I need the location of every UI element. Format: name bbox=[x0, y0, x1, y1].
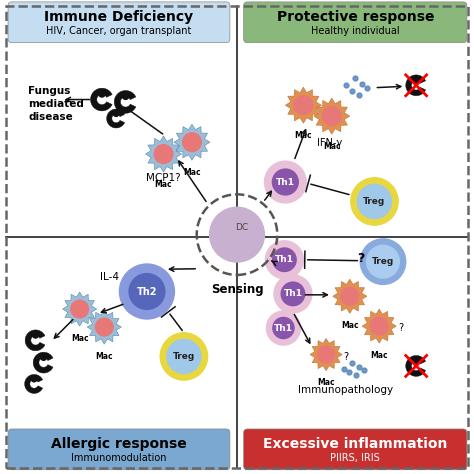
Circle shape bbox=[122, 93, 129, 100]
Polygon shape bbox=[314, 98, 350, 134]
Polygon shape bbox=[25, 330, 45, 351]
Text: Th1: Th1 bbox=[275, 255, 294, 264]
Text: Immunomodulation: Immunomodulation bbox=[71, 453, 167, 463]
Circle shape bbox=[265, 241, 303, 279]
Circle shape bbox=[113, 111, 119, 117]
Polygon shape bbox=[285, 87, 321, 123]
Polygon shape bbox=[33, 352, 53, 373]
Circle shape bbox=[264, 161, 306, 203]
Text: Mac: Mac bbox=[341, 321, 359, 330]
Polygon shape bbox=[362, 309, 396, 343]
Polygon shape bbox=[406, 356, 426, 376]
Text: Allergic response: Allergic response bbox=[51, 438, 187, 451]
Text: MCP1?: MCP1? bbox=[146, 173, 181, 183]
Polygon shape bbox=[25, 374, 43, 393]
Text: Mac: Mac bbox=[323, 142, 341, 151]
Polygon shape bbox=[406, 75, 426, 96]
Polygon shape bbox=[87, 310, 121, 344]
Text: ?: ? bbox=[343, 352, 348, 362]
Circle shape bbox=[294, 96, 313, 115]
Text: Mac: Mac bbox=[71, 334, 89, 343]
Circle shape bbox=[71, 300, 89, 318]
Polygon shape bbox=[114, 91, 136, 113]
Circle shape bbox=[273, 169, 298, 195]
Circle shape bbox=[413, 358, 419, 364]
FancyBboxPatch shape bbox=[244, 429, 467, 470]
Polygon shape bbox=[63, 292, 97, 326]
Polygon shape bbox=[91, 88, 112, 111]
Circle shape bbox=[160, 333, 208, 380]
Circle shape bbox=[318, 346, 335, 363]
Text: Treg: Treg bbox=[173, 352, 195, 361]
Circle shape bbox=[182, 133, 201, 152]
Circle shape bbox=[41, 355, 46, 360]
Text: Healthy individual: Healthy individual bbox=[311, 26, 400, 36]
Text: Immune Deficiency: Immune Deficiency bbox=[45, 10, 193, 24]
Circle shape bbox=[351, 178, 398, 225]
Circle shape bbox=[274, 275, 312, 313]
Text: Mac: Mac bbox=[370, 351, 388, 360]
Circle shape bbox=[33, 332, 38, 338]
Text: ?: ? bbox=[357, 252, 365, 265]
Text: Mac: Mac bbox=[317, 378, 335, 387]
Text: Th2: Th2 bbox=[137, 286, 157, 297]
Text: Th1: Th1 bbox=[276, 178, 295, 186]
Circle shape bbox=[95, 318, 113, 336]
FancyBboxPatch shape bbox=[8, 2, 230, 43]
Text: Treg: Treg bbox=[372, 257, 394, 266]
Text: PIIRS, IRIS: PIIRS, IRIS bbox=[330, 453, 380, 463]
Polygon shape bbox=[333, 279, 367, 313]
Circle shape bbox=[210, 207, 264, 262]
Circle shape bbox=[360, 239, 406, 284]
FancyBboxPatch shape bbox=[8, 429, 230, 470]
Text: Excessive inflammation: Excessive inflammation bbox=[263, 438, 447, 451]
Text: Mac: Mac bbox=[155, 180, 173, 189]
Circle shape bbox=[366, 245, 400, 278]
Circle shape bbox=[341, 287, 359, 305]
Circle shape bbox=[99, 91, 105, 97]
Circle shape bbox=[154, 145, 173, 164]
Polygon shape bbox=[146, 136, 182, 172]
Text: Fungus
mediated
disease: Fungus mediated disease bbox=[28, 86, 84, 122]
Text: Th1: Th1 bbox=[283, 290, 302, 298]
Circle shape bbox=[281, 282, 305, 306]
Circle shape bbox=[370, 317, 388, 335]
Text: Mac: Mac bbox=[294, 131, 312, 140]
Circle shape bbox=[273, 318, 294, 338]
Circle shape bbox=[119, 264, 174, 319]
Circle shape bbox=[322, 107, 341, 126]
Text: Treg: Treg bbox=[364, 197, 385, 206]
Text: DC: DC bbox=[235, 223, 248, 231]
Text: HIV, Cancer, organ transplant: HIV, Cancer, organ transplant bbox=[46, 26, 191, 36]
Polygon shape bbox=[107, 109, 125, 128]
Circle shape bbox=[129, 273, 165, 310]
Text: Mac: Mac bbox=[183, 168, 201, 177]
Text: Th1: Th1 bbox=[274, 324, 293, 332]
Text: IFN-γ: IFN-γ bbox=[317, 138, 342, 148]
FancyBboxPatch shape bbox=[244, 2, 467, 43]
Circle shape bbox=[266, 311, 301, 345]
Polygon shape bbox=[310, 338, 342, 371]
Circle shape bbox=[273, 248, 296, 272]
Text: Sensing: Sensing bbox=[210, 283, 264, 296]
Polygon shape bbox=[174, 124, 210, 160]
Circle shape bbox=[413, 77, 419, 83]
Circle shape bbox=[167, 339, 201, 374]
Circle shape bbox=[357, 184, 392, 219]
Text: Immunopathology: Immunopathology bbox=[299, 384, 393, 395]
Circle shape bbox=[31, 376, 37, 382]
Text: Protective response: Protective response bbox=[276, 10, 434, 24]
Text: ?: ? bbox=[398, 323, 403, 334]
Text: Mac: Mac bbox=[95, 352, 113, 361]
Text: IL-4: IL-4 bbox=[100, 272, 118, 283]
